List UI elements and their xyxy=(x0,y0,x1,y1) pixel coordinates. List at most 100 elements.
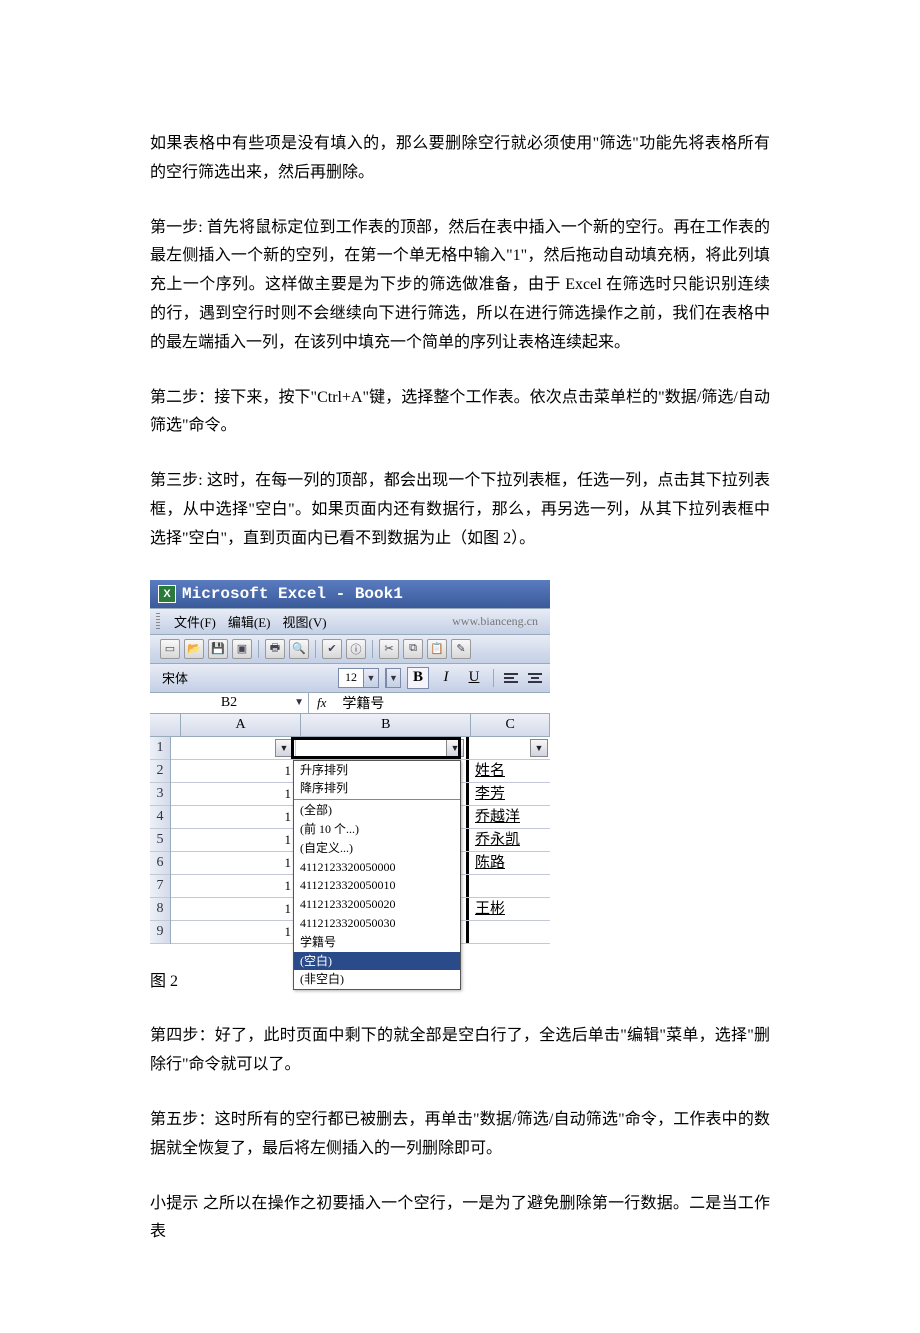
filter-option-value[interactable]: 4112123320050000 xyxy=(294,858,460,877)
align-center-icon[interactable] xyxy=(526,669,544,687)
filter-option-value[interactable]: 学籍号 xyxy=(294,933,460,952)
font-color-dropdown[interactable]: ▼ xyxy=(385,668,401,688)
cell[interactable]: 王彬 xyxy=(469,898,550,920)
cell[interactable]: 1 xyxy=(171,783,296,805)
row-header[interactable]: 5 xyxy=(150,829,170,852)
cell[interactable]: 陈路 xyxy=(469,852,550,874)
filter-dropdown-button[interactable]: ▼ xyxy=(275,739,293,757)
cell[interactable]: 李芳 xyxy=(469,783,550,805)
cell[interactable]: 1 xyxy=(171,875,296,897)
paragraph-step1: 第一步: 首先将鼠标定位到工作表的顶部，然后在表中插入一个新的空行。再在工作表的… xyxy=(150,214,770,358)
chevron-down-icon: ▼ xyxy=(363,669,378,687)
dropdown-separator xyxy=(294,799,460,800)
cell[interactable] xyxy=(469,875,550,897)
row-header[interactable]: 3 xyxy=(150,783,170,806)
font-size-dropdown[interactable]: 12 ▼ xyxy=(338,668,379,688)
filter-dropdown-button[interactable]: ▼ xyxy=(446,739,464,757)
toolbar-separator xyxy=(258,640,259,658)
cell[interactable]: 乔越洋 xyxy=(469,806,550,828)
row-header[interactable]: 6 xyxy=(150,852,170,875)
column-header-b[interactable]: B xyxy=(301,714,471,736)
fx-label: fx xyxy=(309,695,334,711)
print-icon[interactable]: 🖶 xyxy=(265,639,285,659)
row-header[interactable]: 4 xyxy=(150,806,170,829)
menu-view[interactable]: 视图(V) xyxy=(283,612,327,631)
filter-option-value[interactable]: 4112123320050010 xyxy=(294,876,460,895)
filter-option-sort-asc[interactable]: 升序排列 xyxy=(294,761,460,780)
name-box[interactable]: B2 ▼ xyxy=(150,693,309,713)
filter-dropdown-button[interactable]: ▼ xyxy=(530,739,548,757)
cell[interactable]: ▼ xyxy=(469,737,550,759)
cell[interactable]: 1 xyxy=(171,829,296,851)
paste-icon[interactable]: 📋 xyxy=(427,639,447,659)
cell[interactable]: ▼ xyxy=(296,737,469,759)
permission-icon[interactable]: ▣ xyxy=(232,639,252,659)
name-box-bar: B2 ▼ fx 学籍号 xyxy=(150,692,550,714)
cell[interactable]: 1 xyxy=(171,806,296,828)
preview-icon[interactable]: 🔍 xyxy=(289,639,309,659)
cell[interactable]: 1 xyxy=(171,852,296,874)
paragraph-intro: 如果表格中有些项是没有填入的，那么要删除空行就必须使用"筛选"功能先将表格所有的… xyxy=(150,130,770,188)
font-size-value: 12 xyxy=(339,670,363,685)
cell[interactable]: 1 xyxy=(171,921,296,943)
paragraph-step5: 第五步：这时所有的空行都已被删去，再单击"数据/筛选/自动筛选"命令，工作表中的… xyxy=(150,1106,770,1164)
row-header[interactable]: 8 xyxy=(150,898,170,921)
name-box-value: B2 xyxy=(221,695,237,710)
cut-icon[interactable]: ✂ xyxy=(379,639,399,659)
new-icon[interactable]: ▭ xyxy=(160,639,180,659)
select-all-corner[interactable] xyxy=(150,714,181,736)
menu-bar: 文件(F) 编辑(E) 视图(V) www.bianceng.cn xyxy=(150,608,550,634)
column-header-row: A B C xyxy=(150,714,550,737)
chevron-down-icon: ▼ xyxy=(386,669,400,687)
row-header-column: 1 2 3 4 5 6 7 8 9 xyxy=(150,737,171,944)
column-header-a[interactable]: A xyxy=(181,714,301,736)
filter-option-nonblank[interactable]: (非空白) xyxy=(294,970,460,989)
menubar-handle-icon xyxy=(156,613,160,629)
watermark-text: www.bianceng.cn xyxy=(452,614,538,629)
align-left-icon[interactable] xyxy=(502,669,520,687)
row-header[interactable]: 2 xyxy=(150,760,170,783)
filter-option-sort-desc[interactable]: 降序排列 xyxy=(294,779,460,798)
toolbar-separator xyxy=(315,640,316,658)
menu-file[interactable]: 文件(F) xyxy=(174,612,216,631)
cell[interactable]: 1 xyxy=(171,760,296,782)
copy-icon[interactable]: ⧉ xyxy=(403,639,423,659)
spreadsheet-grid: A B C 1 2 3 4 5 6 7 8 9 xyxy=(150,714,550,944)
cell[interactable]: 1 xyxy=(171,898,296,920)
document-page: 如果表格中有些项是没有填入的，那么要删除空行就必须使用"筛选"功能先将表格所有的… xyxy=(0,0,920,1333)
row-header[interactable]: 9 xyxy=(150,921,170,944)
cell[interactable] xyxy=(469,921,550,943)
filter-option-blank[interactable]: (空白) xyxy=(294,952,460,971)
research-icon[interactable]: ⓘ xyxy=(346,639,366,659)
cell-area[interactable]: ▼ ▼ ▼ 1 姓名 1 李芳 1 乔越洋 1 乔永凯 1 陈路 xyxy=(171,737,550,944)
toolbar-separator xyxy=(372,640,373,658)
filter-option-custom[interactable]: (自定义...) xyxy=(294,839,460,858)
cell[interactable]: ▼ xyxy=(171,737,296,759)
spell-icon[interactable]: ✔ xyxy=(322,639,342,659)
filter-option-value[interactable]: 4112123320050020 xyxy=(294,895,460,914)
toolbar-separator xyxy=(493,669,494,687)
bold-button[interactable]: B xyxy=(407,667,429,689)
menu-edit[interactable]: 编辑(E) xyxy=(228,612,271,631)
italic-button[interactable]: I xyxy=(435,667,457,689)
cell[interactable]: 乔永凯 xyxy=(469,829,550,851)
cell[interactable]: 姓名 xyxy=(469,760,550,782)
paragraph-step2: 第二步：接下来，按下"Ctrl+A"键，选择整个工作表。依次点击菜单栏的"数据/… xyxy=(150,384,770,442)
window-titlebar: X Microsoft Excel - Book1 xyxy=(150,580,550,608)
formula-bar-value[interactable]: 学籍号 xyxy=(334,693,392,713)
paragraph-step4: 第四步：好了，此时页面中剩下的就全部是空白行了，全选后单击"编辑"菜单，选择"删… xyxy=(150,1022,770,1080)
row-header[interactable]: 1 xyxy=(150,737,170,760)
filter-option-all[interactable]: (全部) xyxy=(294,801,460,820)
format-painter-icon[interactable]: ✎ xyxy=(451,639,471,659)
column-header-c[interactable]: C xyxy=(471,714,550,736)
filter-option-top10[interactable]: (前 10 个...) xyxy=(294,820,460,839)
open-icon[interactable]: 📂 xyxy=(184,639,204,659)
underline-button[interactable]: U xyxy=(463,667,485,689)
filter-option-value[interactable]: 4112123320050030 xyxy=(294,914,460,933)
row-header[interactable]: 7 xyxy=(150,875,170,898)
window-title: Microsoft Excel - Book1 xyxy=(182,585,403,603)
filter-dropdown-panel[interactable]: 升序排列 降序排列 (全部) (前 10 个...) (自定义...) 4112… xyxy=(293,760,461,991)
paragraph-tip: 小提示 之所以在操作之初要插入一个空行，一是为了避免删除第一行数据。二是当工作表 xyxy=(150,1190,770,1248)
save-icon[interactable]: 💾 xyxy=(208,639,228,659)
excel-screenshot: X Microsoft Excel - Book1 文件(F) 编辑(E) 视图… xyxy=(150,580,550,944)
